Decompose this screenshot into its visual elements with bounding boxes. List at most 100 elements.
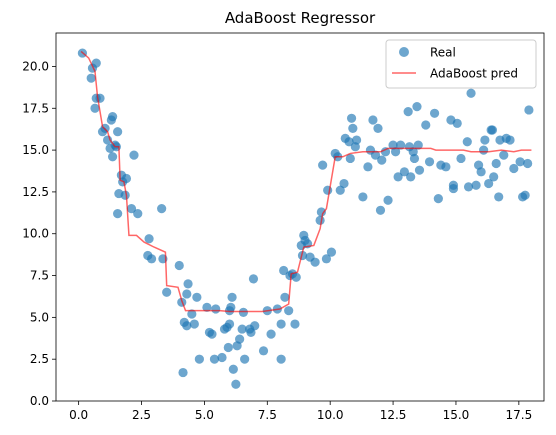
- real-data-point: [383, 195, 393, 205]
- real-data-point: [226, 302, 236, 312]
- y-axis-ticks: 0.0 2.5 5.0 7.5 10.0 12.5 15.0 17.5 20.0: [22, 59, 56, 408]
- real-data-point: [321, 254, 332, 264]
- y-tick-label: 10.0: [22, 227, 49, 241]
- real-data-point: [358, 192, 368, 202]
- y-tick-label: 7.5: [30, 269, 49, 283]
- x-tick-label: 10.0: [317, 408, 344, 422]
- real-data-point: [86, 73, 96, 83]
- real-data-point: [258, 346, 269, 356]
- real-data-point: [231, 379, 241, 389]
- real-data-point: [107, 152, 118, 162]
- real-data-point: [113, 209, 123, 219]
- real-data-point: [146, 254, 157, 264]
- real-data-point: [462, 137, 472, 147]
- legend-box: [385, 39, 537, 89]
- real-data-point: [390, 147, 401, 157]
- real-data-point: [433, 194, 443, 204]
- x-tick-label: 2.5: [132, 408, 151, 422]
- real-data-point: [380, 147, 391, 157]
- real-data-point: [178, 367, 188, 378]
- real-data-point: [291, 272, 301, 282]
- legend-pred-label: AdaBoost pred: [430, 67, 518, 81]
- real-data-point: [491, 158, 501, 169]
- real-data-point: [396, 140, 406, 150]
- chart-title: AdaBoost Regressor: [225, 9, 376, 27]
- real-data-point: [515, 157, 525, 167]
- real-data-point: [409, 153, 420, 164]
- real-data-point: [276, 319, 286, 329]
- real-data-point: [489, 172, 499, 182]
- x-tick-label: 17.5: [505, 408, 532, 422]
- real-data-point: [202, 302, 212, 312]
- real-data-point: [207, 329, 217, 339]
- real-data-point: [129, 150, 139, 160]
- x-tick-label: 0.0: [69, 408, 88, 422]
- real-data-point: [209, 354, 220, 364]
- real-data-point: [476, 167, 486, 177]
- real-data-point: [413, 140, 423, 150]
- real-data-point: [335, 185, 345, 195]
- plot-frame: [55, 32, 545, 402]
- real-data-point: [399, 167, 409, 177]
- real-data-point: [284, 306, 294, 316]
- real-data-point: [393, 172, 403, 182]
- real-data-point: [316, 207, 326, 217]
- real-data-point: [463, 182, 474, 192]
- real-data-point: [266, 329, 276, 339]
- real-data-point: [339, 178, 349, 189]
- x-tick-label: 12.5: [380, 408, 407, 422]
- real-data-point: [484, 178, 494, 189]
- real-data-point: [315, 215, 325, 225]
- real-data-point: [310, 257, 320, 267]
- real-data-point: [224, 319, 235, 329]
- real-data-point: [456, 153, 466, 164]
- real-data-point: [414, 165, 425, 175]
- real-data-point: [279, 265, 289, 276]
- real-data-point: [346, 113, 357, 123]
- real-data-point: [520, 190, 530, 200]
- real-data-point: [480, 135, 490, 145]
- x-tick-label: 15.0: [443, 408, 470, 422]
- real-data-point: [240, 354, 250, 364]
- x-axis-ticks: 0.0 2.5 5.0 7.5 10.0 12.5 15.0 17.5: [69, 401, 532, 422]
- adaboost-pred-line: [80, 50, 532, 313]
- x-tick-label: 7.5: [258, 408, 277, 422]
- real-data-point: [345, 153, 355, 164]
- real-data-point: [182, 289, 192, 299]
- real-data-point: [107, 112, 118, 122]
- real-data-point: [223, 342, 233, 353]
- real-data-point: [523, 158, 533, 169]
- real-data-point: [250, 321, 260, 331]
- real-data-point: [471, 180, 481, 190]
- real-data-point: [121, 173, 132, 184]
- real-data-point: [227, 292, 237, 302]
- real-data-point: [429, 108, 440, 118]
- real-data-point: [375, 205, 386, 215]
- real-data-point: [421, 120, 431, 130]
- real-data-point: [370, 150, 381, 160]
- real-data-point: [344, 137, 354, 147]
- y-tick-label: 12.5: [22, 185, 49, 199]
- y-tick-label: 20.0: [22, 59, 49, 73]
- real-data-point: [248, 274, 259, 284]
- real-data-point: [323, 185, 333, 195]
- real-data-point: [228, 364, 238, 374]
- real-data-point: [406, 172, 416, 182]
- real-data-point: [487, 125, 498, 135]
- real-data-point: [524, 105, 534, 115]
- y-tick-label: 17.5: [22, 101, 49, 115]
- real-data-point: [183, 279, 193, 289]
- real-data-point: [351, 135, 362, 145]
- real-data-point: [182, 321, 192, 331]
- y-tick-label: 5.0: [30, 310, 49, 324]
- real-data-point: [217, 352, 227, 363]
- real-data-point: [466, 88, 476, 98]
- y-tick-label: 0.0: [30, 394, 49, 408]
- real-data-point: [499, 150, 509, 160]
- real-data-point: [162, 287, 172, 297]
- real-data-point: [363, 162, 373, 172]
- real-data-point: [494, 192, 504, 202]
- real-data-point: [126, 204, 137, 214]
- real-data-point: [452, 118, 462, 128]
